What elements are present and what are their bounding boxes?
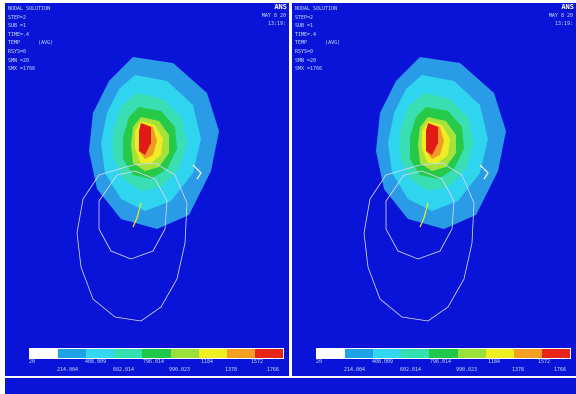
legend-swatch [541, 349, 570, 358]
smx-line: SMX =1766 [295, 66, 323, 73]
contour-plot [76, 57, 219, 322]
sub-line: SUB =1 [8, 23, 27, 30]
legend-swatch [345, 349, 374, 358]
contour-band-8 [426, 123, 438, 155]
bottom-blue-strip [5, 378, 576, 394]
legend-swatch [86, 349, 115, 358]
legend-tick: 408.009 [372, 359, 394, 365]
solution-title: NODAL SOLUTION [8, 6, 51, 12]
legend-swatch [226, 349, 255, 358]
inner-boundary [385, 170, 455, 260]
legend-tick: 214.004 [57, 367, 79, 373]
legend-swatch [457, 349, 486, 358]
sub-line: SUB =1 [295, 23, 314, 30]
step-line: STEP=2 [295, 14, 314, 21]
legend-swatch [401, 349, 430, 358]
ansys-logo: ANS [274, 3, 287, 11]
mesh-outline [363, 162, 489, 322]
solution-info: NODAL SOLUTION STEP=2 SUB =1 TIME=.4 TEM… [295, 5, 340, 74]
legend-tick: 20 [29, 359, 36, 365]
legend-swatch [317, 349, 346, 358]
time-text: 13:19: [267, 21, 286, 27]
legend-swatch [30, 349, 59, 358]
solution-title: NODAL SOLUTION [295, 6, 338, 12]
date-text: MAY 8 20 [261, 13, 286, 19]
legend-tick: 602.014 [400, 367, 422, 373]
legend-swatch [198, 349, 227, 358]
legend-tick: 990.023 [169, 367, 191, 373]
time-line: TIME=.4 [295, 31, 317, 38]
legend-swatch [254, 349, 283, 358]
legend-tick: 408.009 [85, 359, 107, 365]
date-stamp: MAY 8 20 13:19: [262, 12, 286, 28]
legend-tick: 990.023 [456, 367, 478, 373]
legend-swatch [373, 349, 402, 358]
ansys-result-panel-left: NODAL SOLUTION STEP=2 SUB =1 TIME=.4 TEM… [5, 3, 289, 376]
inclusion-line [132, 202, 142, 228]
temperature-contours [376, 57, 506, 229]
legend-swatch [114, 349, 143, 358]
legend-tick: 796.014 [430, 359, 452, 365]
solution-info: NODAL SOLUTION STEP=2 SUB =1 TIME=.4 TEM… [8, 5, 53, 74]
smn-line: SMN =20 [8, 57, 30, 64]
date-stamp: MAY 8 20 13:19: [549, 12, 573, 28]
ansys-logo: ANS [561, 3, 574, 11]
smx-line: SMX =1766 [8, 66, 36, 73]
crack-mark [192, 164, 202, 180]
color-legend-bar [29, 348, 284, 359]
rsys-line: RSYS=0 [295, 48, 314, 55]
legend-tick: 1572 [538, 359, 551, 365]
legend-tick: 1378 [225, 367, 238, 373]
ansys-result-panel-right: NODAL SOLUTION STEP=2 SUB =1 TIME=.4 TEM… [292, 3, 576, 376]
color-legend-bar [316, 348, 571, 359]
legend-tick: 1378 [512, 367, 525, 373]
time-line: TIME=.4 [8, 31, 30, 38]
legend-tick: 214.004 [344, 367, 366, 373]
legend-tick: 1184 [201, 359, 214, 365]
temperature-contours [89, 57, 219, 229]
crack-mark [479, 164, 489, 180]
legend-swatch [142, 349, 171, 358]
legend-tick: 20 [316, 359, 323, 365]
rsys-line: RSYS=0 [8, 48, 27, 55]
outer-boundary [363, 162, 475, 322]
mesh-outline [76, 162, 202, 322]
inclusion-line [419, 202, 429, 228]
legend-tick: 1766 [554, 367, 567, 373]
temp-line: TEMP (AVG) [295, 40, 341, 47]
step-line: STEP=2 [8, 14, 27, 21]
legend-swatch [58, 349, 87, 358]
inner-boundary [98, 170, 168, 260]
legend-tick: 1766 [267, 367, 280, 373]
contour-plot [363, 57, 506, 322]
legend-tick: 796.014 [143, 359, 165, 365]
legend-swatch [170, 349, 199, 358]
legend-swatch [485, 349, 514, 358]
smn-line: SMN =20 [295, 57, 317, 64]
temp-line: TEMP (AVG) [8, 40, 54, 47]
contour-band-8 [139, 123, 151, 155]
legend-tick: 1572 [251, 359, 264, 365]
date-text: MAY 8 20 [548, 13, 573, 19]
outer-boundary [76, 162, 188, 322]
time-text: 13:19: [554, 21, 573, 27]
legend-tick: 1184 [488, 359, 501, 365]
legend-tick: 602.014 [113, 367, 135, 373]
legend-swatch [429, 349, 458, 358]
legend-swatch [513, 349, 542, 358]
